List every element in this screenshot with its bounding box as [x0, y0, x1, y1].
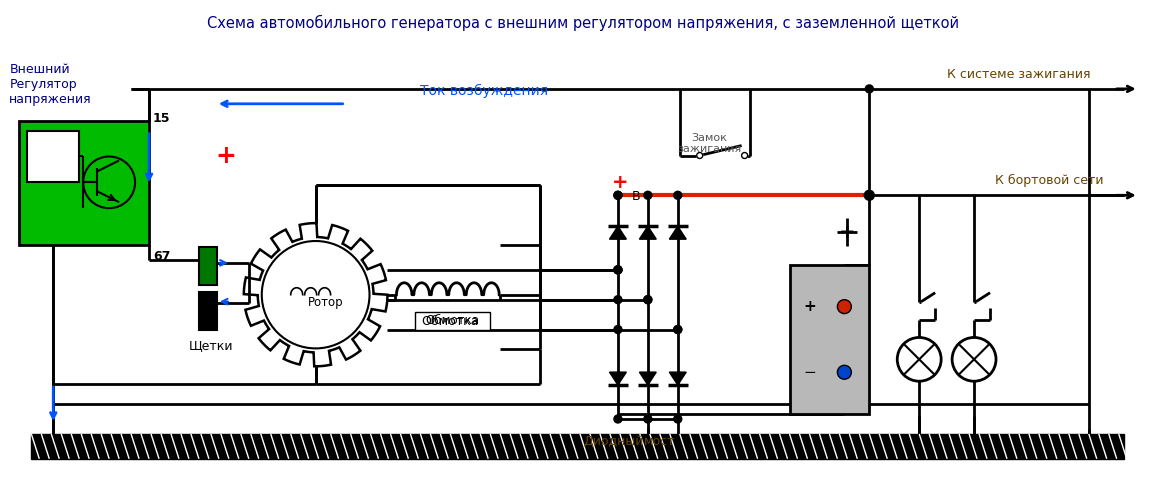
Circle shape — [83, 156, 135, 208]
Text: Замок
зажигания: Замок зажигания — [677, 132, 742, 154]
Circle shape — [837, 365, 851, 379]
Circle shape — [644, 296, 652, 304]
Bar — [31, 434, 1124, 459]
Circle shape — [614, 296, 621, 304]
Bar — [27, 131, 79, 182]
Polygon shape — [669, 226, 687, 239]
Text: −: − — [803, 365, 816, 380]
Text: Ротор: Ротор — [308, 296, 344, 309]
Text: Диодный: Диодный — [584, 435, 644, 449]
Text: 67: 67 — [153, 250, 170, 263]
Text: Внешний
Регулятор
напряжения: Внешний Регулятор напряжения — [9, 63, 92, 106]
Circle shape — [644, 191, 652, 199]
Circle shape — [953, 337, 996, 381]
Polygon shape — [610, 372, 626, 385]
Polygon shape — [610, 226, 626, 239]
Circle shape — [697, 152, 703, 158]
Text: Ток возбуждения: Ток возбуждения — [421, 84, 548, 98]
Circle shape — [644, 296, 652, 304]
Circle shape — [837, 300, 851, 314]
Polygon shape — [669, 372, 687, 385]
Circle shape — [674, 325, 682, 334]
Text: +: + — [803, 299, 816, 314]
Bar — [20, 121, 149, 245]
Text: Обмотка: Обмотка — [426, 314, 479, 327]
Text: Щетки: Щетки — [189, 339, 233, 353]
Polygon shape — [639, 226, 656, 239]
Circle shape — [674, 191, 682, 199]
Bar — [199, 247, 217, 285]
Circle shape — [614, 266, 621, 274]
Bar — [415, 312, 490, 330]
Circle shape — [644, 415, 652, 423]
Circle shape — [614, 191, 621, 199]
Text: 15: 15 — [153, 112, 170, 125]
Circle shape — [262, 241, 370, 348]
Circle shape — [898, 337, 941, 381]
Bar — [789, 265, 870, 414]
Text: +: + — [840, 223, 856, 242]
Text: +: + — [216, 144, 237, 168]
Circle shape — [864, 190, 874, 200]
Bar — [199, 292, 217, 330]
Polygon shape — [244, 223, 387, 366]
Circle shape — [614, 266, 621, 274]
Circle shape — [674, 415, 682, 423]
Circle shape — [674, 325, 682, 334]
Text: мост: мост — [644, 435, 675, 449]
Circle shape — [742, 152, 747, 158]
Text: К системе зажигания: К системе зажигания — [947, 68, 1090, 81]
Circle shape — [865, 85, 873, 93]
Text: Обмотка: Обмотка — [422, 315, 479, 328]
Circle shape — [614, 325, 621, 334]
Circle shape — [614, 191, 621, 199]
Polygon shape — [639, 372, 656, 385]
Text: B: B — [632, 190, 640, 203]
Circle shape — [697, 152, 703, 158]
Circle shape — [742, 152, 747, 158]
Circle shape — [614, 266, 621, 274]
Text: Схема автомобильного генератора с внешним регулятором напряжения, с заземленной : Схема автомобильного генератора с внешни… — [206, 15, 960, 32]
Text: +: + — [612, 173, 628, 192]
Text: К бортовой сети: К бортовой сети — [995, 174, 1103, 187]
Circle shape — [614, 415, 621, 423]
